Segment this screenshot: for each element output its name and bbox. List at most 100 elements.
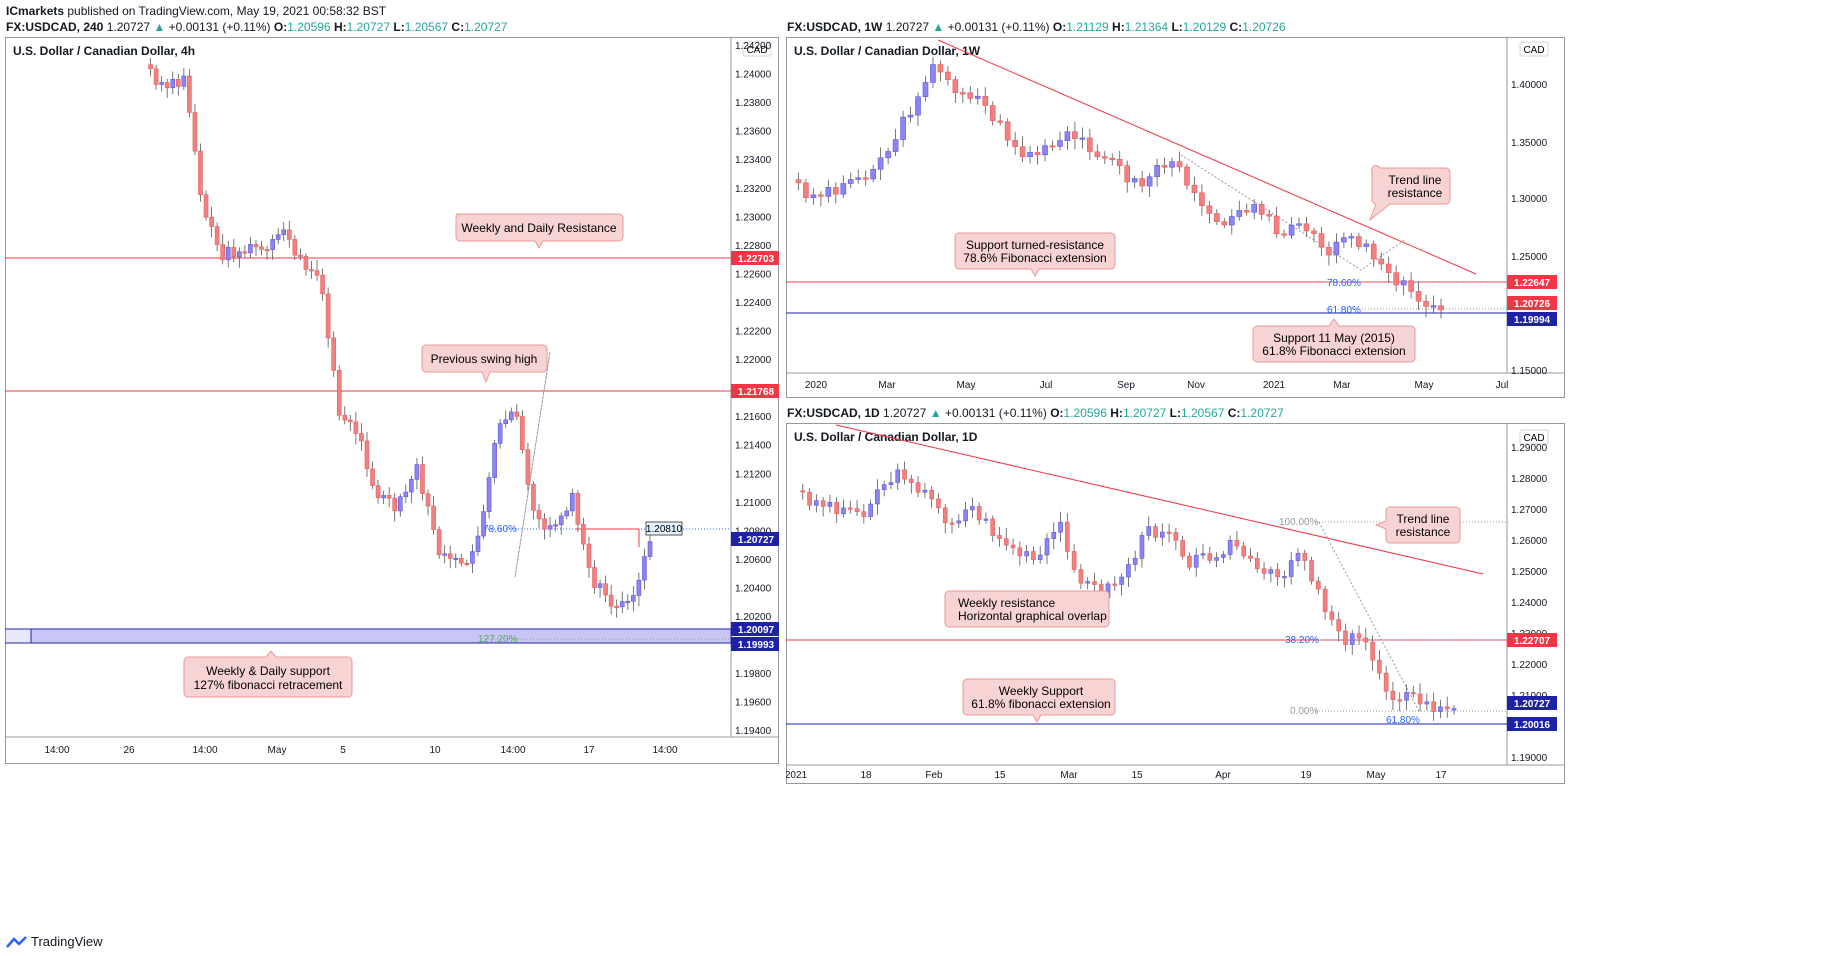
callout-weekly-resistance: Weekly resistance Horizontal graphical o… xyxy=(944,590,1110,628)
candle-body xyxy=(164,82,170,89)
w1-x-axis: 2020 Mar May Jul Sep Nov 2021 Mar May Jul xyxy=(805,380,1509,391)
price-tag xyxy=(1507,312,1557,326)
candle-body xyxy=(1356,633,1362,639)
h4-change: +0.00131 (+0.11%) xyxy=(168,20,271,34)
candle-body xyxy=(1184,166,1190,186)
y-tick-label: 1.24000 xyxy=(735,70,772,81)
candle-body xyxy=(814,500,819,506)
y-tick-label: 1.25000 xyxy=(1511,252,1548,263)
candle-body xyxy=(420,464,425,494)
price-tag xyxy=(1507,696,1557,710)
candle-body xyxy=(1333,241,1340,256)
candle-body xyxy=(1153,526,1158,538)
x-tick-label: 14:00 xyxy=(192,745,217,756)
x-tick-label: 18 xyxy=(860,770,872,781)
y-tick-label: 1.22600 xyxy=(735,269,772,280)
price-tag xyxy=(731,251,779,265)
candle-body xyxy=(1417,693,1423,705)
h4-chart-pane[interactable]: U.S. Dollar / Canadian Dollar, 4h CAD 78… xyxy=(5,37,779,764)
candle-body xyxy=(259,246,264,250)
h4-chart-svg[interactable]: U.S. Dollar / Canadian Dollar, 4h CAD 78… xyxy=(5,37,779,764)
candle-body xyxy=(187,75,192,113)
candle-body xyxy=(270,239,275,250)
candle-body xyxy=(175,78,181,87)
d1-chart-svg[interactable]: U.S. Dollar / Canadian Dollar, 1D CAD 10… xyxy=(786,423,1565,784)
candle-body xyxy=(1356,236,1362,247)
candle-body xyxy=(862,177,869,180)
candle-body xyxy=(1234,540,1240,547)
candle-body xyxy=(508,411,514,421)
candle-body xyxy=(1206,205,1213,214)
h4-candles xyxy=(148,57,653,618)
candle-body xyxy=(833,187,839,195)
candle-body xyxy=(1227,540,1233,555)
candle-body xyxy=(237,251,242,258)
tradingview-logo[interactable]: TradingView xyxy=(6,934,103,949)
candle-body xyxy=(1248,555,1253,559)
callout-support-2015: Support 11 May (2015) 61.8% Fibonacci ex… xyxy=(1252,318,1416,363)
candle-body xyxy=(564,510,570,517)
price-tag xyxy=(1507,296,1557,310)
y-tick-label: 1.19400 xyxy=(735,726,772,737)
y-tick-label: 1.23600 xyxy=(735,127,772,138)
candle-body xyxy=(1400,280,1407,286)
candle-body xyxy=(976,506,982,521)
candle-body xyxy=(459,557,464,564)
candle-body xyxy=(1311,230,1317,234)
x-tick-label: May xyxy=(268,745,287,756)
candle-body xyxy=(148,64,153,70)
candle-body xyxy=(619,601,625,608)
x-tick-label: Mar xyxy=(1060,770,1078,781)
d1-fib382-label: 38.20% xyxy=(1285,635,1319,646)
candle-body xyxy=(1044,538,1050,556)
w1-open: 1.21129 xyxy=(1066,20,1109,34)
x-tick-label: 14:00 xyxy=(44,745,69,756)
candle-body xyxy=(1199,192,1205,207)
candle-body xyxy=(531,483,536,511)
svg-text:61.8% fibonacci extension: 61.8% fibonacci extension xyxy=(971,697,1110,711)
candle-body xyxy=(885,151,891,159)
candle-body xyxy=(820,500,826,507)
y-tick-label: 1.24200 xyxy=(735,41,772,52)
candle-body xyxy=(989,105,996,122)
candle-body xyxy=(1251,204,1258,213)
w1-chart-pane[interactable]: U.S. Dollar / Canadian Dollar, 1W CAD 78… xyxy=(786,37,1565,398)
w1-chart-svg[interactable]: U.S. Dollar / Canadian Dollar, 1W CAD 78… xyxy=(786,37,1565,398)
candle-body xyxy=(325,293,331,339)
y-tick-label: 1.30000 xyxy=(1511,194,1548,205)
candle-body xyxy=(1092,581,1097,585)
candle-body xyxy=(203,194,209,218)
price-tag-label: 1.19993 xyxy=(738,640,775,651)
candle-body xyxy=(1173,532,1179,541)
candle-body xyxy=(1207,553,1213,561)
candle-body xyxy=(1282,576,1287,579)
y-tick-label: 1.20400 xyxy=(735,583,772,594)
d1-symbol: FX:USDCAD, 1D xyxy=(787,406,880,420)
candle-body xyxy=(331,337,336,371)
svg-text:Weekly Support: Weekly Support xyxy=(999,684,1084,698)
x-tick-label: 2021 xyxy=(786,770,808,781)
w1-candles xyxy=(795,57,1444,319)
candle-body xyxy=(1383,672,1389,692)
x-tick-label: 14:00 xyxy=(652,745,677,756)
svg-text:Weekly resistance: Weekly resistance xyxy=(958,596,1055,610)
d1-chart-pane[interactable]: U.S. Dollar / Canadian Dollar, 1D CAD 10… xyxy=(786,423,1565,784)
candle-body xyxy=(1397,699,1403,702)
y-tick-label: 1.22000 xyxy=(735,355,772,366)
price-tag-label: 1.19994 xyxy=(1514,315,1551,326)
candle-body xyxy=(642,556,647,581)
candle-body xyxy=(949,522,955,525)
candle-body xyxy=(364,440,370,470)
y-tick-label: 1.21600 xyxy=(735,412,772,423)
candle-body xyxy=(214,226,220,245)
candle-body xyxy=(902,469,907,480)
candle-body xyxy=(1058,521,1063,533)
candle-body xyxy=(1221,221,1228,226)
candle-body xyxy=(442,553,447,556)
candle-body xyxy=(592,567,597,588)
candle-body xyxy=(1229,216,1235,226)
candle-body xyxy=(892,139,899,152)
y-tick-label: 1.19600 xyxy=(735,698,772,709)
candle-body xyxy=(877,157,884,170)
candle-body xyxy=(1348,236,1355,239)
